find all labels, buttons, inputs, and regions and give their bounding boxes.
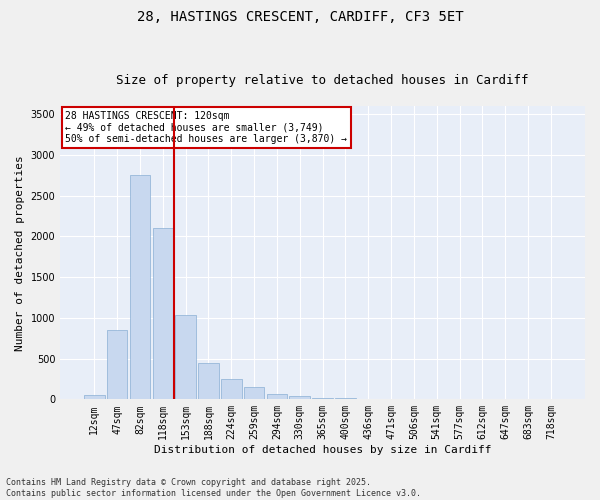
- Bar: [175, 316, 196, 400]
- Bar: [335, 398, 356, 400]
- Y-axis label: Number of detached properties: Number of detached properties: [15, 155, 25, 350]
- Bar: [289, 396, 310, 400]
- Text: 28 HASTINGS CRESCENT: 120sqm
← 49% of detached houses are smaller (3,749)
50% of: 28 HASTINGS CRESCENT: 120sqm ← 49% of de…: [65, 110, 347, 144]
- Text: Contains HM Land Registry data © Crown copyright and database right 2025.
Contai: Contains HM Land Registry data © Crown c…: [6, 478, 421, 498]
- Bar: [221, 380, 242, 400]
- Bar: [130, 174, 150, 400]
- Text: 28, HASTINGS CRESCENT, CARDIFF, CF3 5ET: 28, HASTINGS CRESCENT, CARDIFF, CF3 5ET: [137, 10, 463, 24]
- Bar: [107, 330, 127, 400]
- Bar: [266, 394, 287, 400]
- Bar: [198, 362, 219, 400]
- X-axis label: Distribution of detached houses by size in Cardiff: Distribution of detached houses by size …: [154, 445, 491, 455]
- Title: Size of property relative to detached houses in Cardiff: Size of property relative to detached ho…: [116, 74, 529, 87]
- Bar: [152, 228, 173, 400]
- Bar: [244, 386, 265, 400]
- Bar: [313, 398, 333, 400]
- Bar: [84, 395, 104, 400]
